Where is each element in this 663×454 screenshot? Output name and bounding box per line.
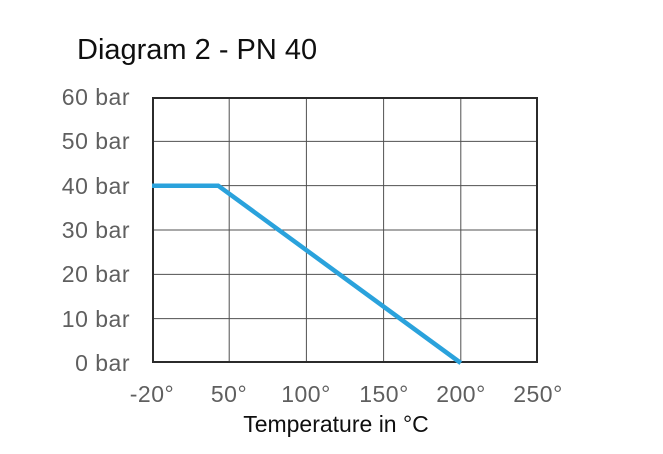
y-tick-50bar: 50 bar	[61, 128, 130, 154]
y-tick-60bar: 60 bar	[61, 84, 130, 110]
x-tick-150: 150°	[359, 381, 409, 407]
plot-area	[152, 97, 538, 365]
x-tick-200: 200°	[436, 381, 486, 407]
y-tick-10bar: 10 bar	[61, 306, 130, 332]
x-tick-250: 250°	[513, 381, 563, 407]
y-tick-30bar: 30 bar	[61, 217, 130, 243]
y-tick-0bar: 0 bar	[75, 350, 130, 376]
chart-title: Diagram 2 - PN 40	[77, 34, 318, 66]
plot-grid-and-curve	[152, 97, 538, 365]
y-tick-40bar: 40 bar	[61, 173, 130, 199]
x-axis-title: Temperature in °C	[243, 411, 429, 437]
y-tick-20bar: 20 bar	[61, 261, 130, 287]
x-tick-minus20: -20°	[129, 381, 175, 407]
x-tick-50: 50°	[210, 381, 248, 407]
x-tick-100: 100°	[281, 381, 331, 407]
